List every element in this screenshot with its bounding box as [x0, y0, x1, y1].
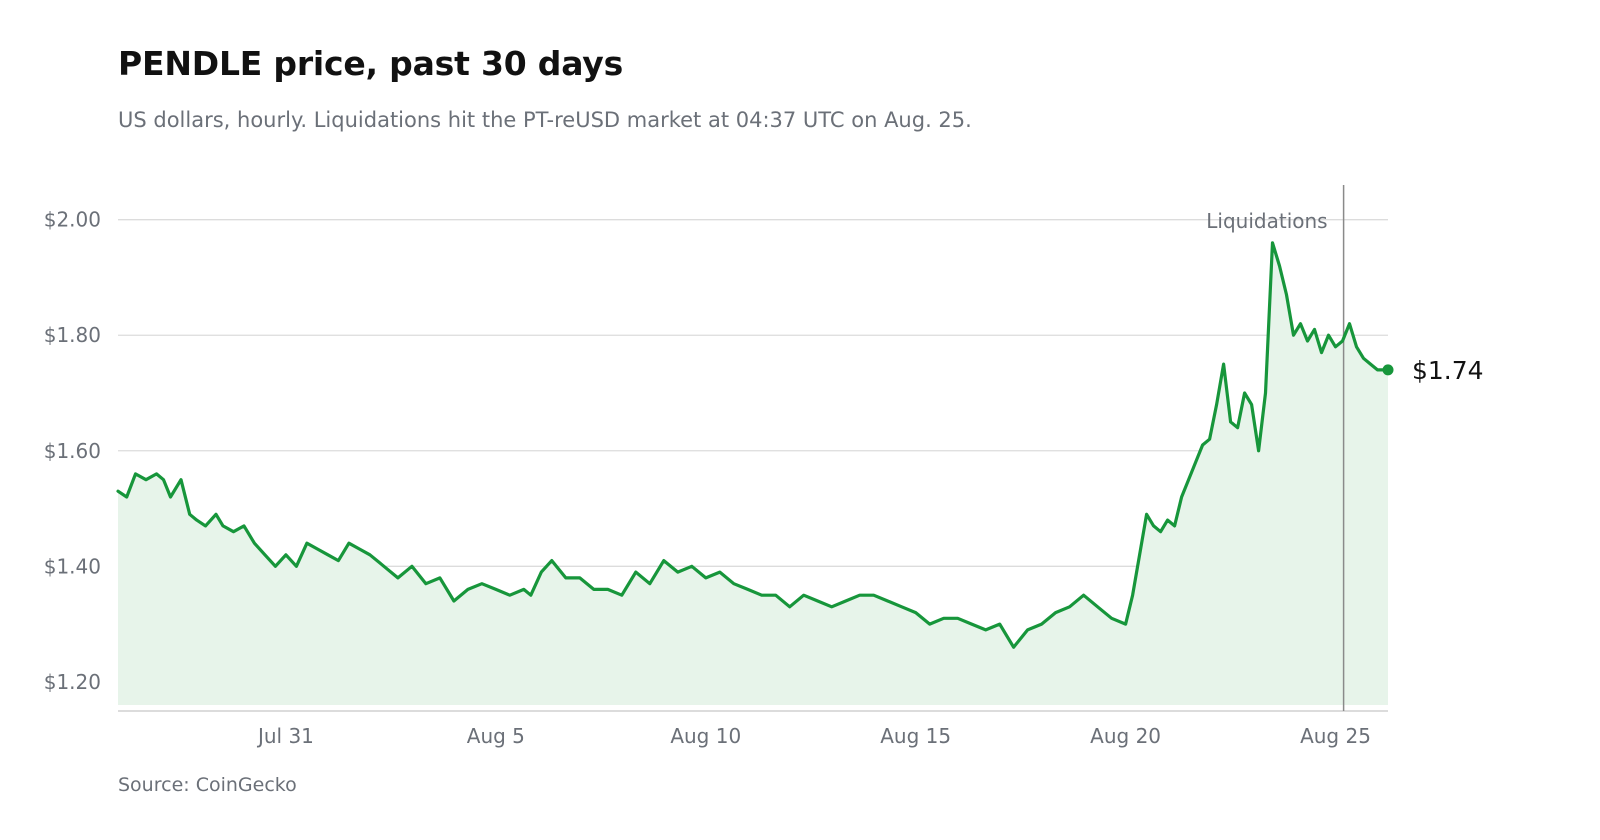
chart-subtitle: US dollars, hourly. Liquidations hit the…: [118, 108, 972, 132]
liquidations-marker-label: Liquidations: [1206, 209, 1327, 233]
y-tick-label: $1.60: [44, 439, 101, 463]
x-axis-tick-labels: Jul 31 Aug 5 Aug 10 Aug 15 Aug 20 Aug 25: [256, 724, 1371, 748]
y-tick-label: $2.00: [44, 208, 101, 232]
x-tick-label: Aug 25: [1300, 724, 1371, 748]
latest-price-label: $1.74: [1412, 356, 1484, 385]
y-tick-label: $1.80: [44, 323, 101, 347]
latest-price-dot: [1382, 364, 1394, 376]
x-tick-label: Jul 31: [256, 724, 314, 748]
y-axis-tick-labels: $1.20 $1.40 $1.60 $1.80 $2.00: [44, 208, 101, 694]
price-chart: $1.20 $1.40 $1.60 $1.80 $2.00 Jul 31 Aug 5 Aug…: [44, 185, 1484, 748]
x-tick-label: Aug 10: [670, 724, 741, 748]
x-tick-label: Aug 5: [467, 724, 525, 748]
price-area-fill: [118, 242, 1388, 706]
source-note: Source: CoinGecko: [118, 774, 297, 796]
y-tick-label: $1.20: [44, 670, 101, 694]
y-tick-label: $1.40: [44, 554, 101, 578]
price-line: [116, 241, 1390, 649]
x-tick-label: Aug 15: [880, 724, 951, 748]
chart-title: PENDLE price, past 30 days: [118, 44, 624, 83]
x-tick-label: Aug 20: [1090, 724, 1161, 748]
